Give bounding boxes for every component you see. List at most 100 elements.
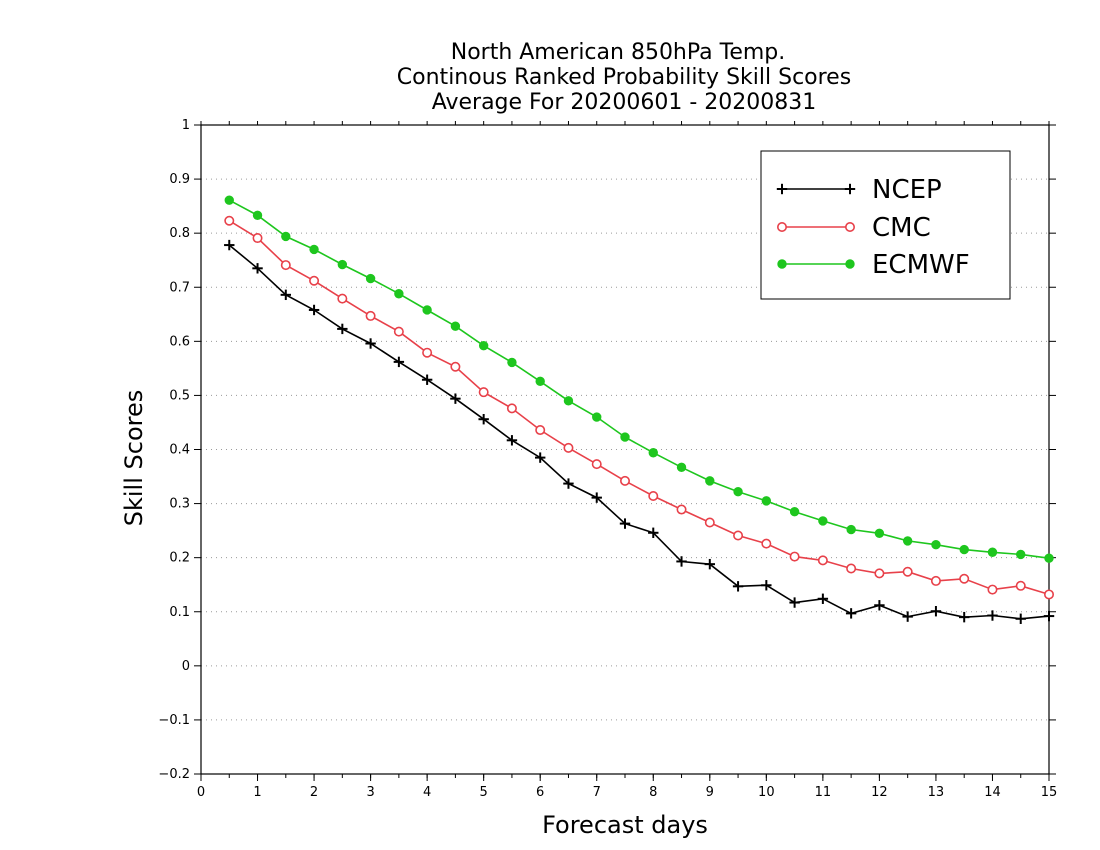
data-point-marker [620, 432, 630, 442]
data-point-marker [535, 425, 546, 436]
y-axis-label: Skill Scores [120, 390, 148, 527]
data-point-marker [563, 396, 574, 406]
x-tick-label: 6 [536, 785, 544, 800]
data-point-marker [252, 210, 263, 221]
data-point-marker [280, 260, 291, 271]
data-point-marker [394, 289, 404, 299]
x-tick-label: 10 [758, 785, 775, 800]
chart-title-line-3: Average For 20200601 - 20200831 [432, 90, 817, 115]
series-ecmwf [224, 195, 1054, 563]
data-point-marker [478, 387, 489, 398]
data-point-marker [902, 566, 913, 577]
data-point-marker [535, 376, 545, 387]
legend-entry-ncep: NCEP [776, 175, 942, 205]
legend-entry-ecmwf: ECMWF [777, 250, 970, 280]
data-point-marker [1044, 589, 1055, 600]
data-point-marker [393, 326, 404, 337]
data-point-marker [761, 496, 772, 506]
data-point-marker [676, 462, 687, 473]
x-tick-label: 11 [815, 785, 832, 800]
x-tick-label: 8 [649, 785, 657, 800]
data-point-marker [1016, 549, 1026, 560]
x-tick-label: 15 [1041, 785, 1058, 800]
data-point-marker [676, 504, 687, 515]
data-point-marker [648, 448, 658, 458]
y-tick-label: 0.5 [169, 388, 190, 403]
y-tick-label: 0.9 [169, 172, 190, 187]
data-point-marker [1015, 580, 1026, 591]
data-point-marker [591, 459, 602, 470]
data-point-marker [309, 244, 319, 255]
legend-box [760, 150, 1011, 300]
data-point-marker [874, 528, 885, 539]
data-point-marker [789, 506, 800, 517]
data-point-marker [761, 538, 772, 549]
data-point-marker [507, 357, 517, 368]
series-line [228, 244, 1050, 620]
x-tick-label: 7 [593, 785, 601, 800]
series-line [228, 199, 1050, 559]
y-tick-label: 0.1 [169, 605, 190, 620]
legend-label: NCEP [872, 175, 942, 205]
data-point-marker [959, 573, 970, 584]
y-tick-label: 0.4 [169, 443, 190, 458]
x-tick-label: 1 [253, 785, 261, 800]
data-point-marker [818, 516, 828, 526]
data-point-marker [478, 340, 489, 351]
y-tick-label: 1 [182, 118, 190, 133]
y-tick-label: 0 [182, 659, 190, 674]
data-point-marker [252, 233, 263, 244]
data-point-marker [776, 222, 787, 233]
data-point-marker [817, 555, 828, 566]
legend-entry-cmc: CMC [776, 213, 931, 243]
y-tick-label: 0.3 [169, 497, 190, 512]
axis-ticks: −0.2−0.100.10.20.30.40.50.60.70.80.910 1 2… [158, 118, 1057, 800]
data-point-marker [337, 293, 348, 304]
data-point-marker [365, 273, 376, 284]
chart-title-line-2: Continous Ranked Probability Skill Score… [397, 65, 851, 90]
data-point-marker [733, 486, 743, 497]
legend-label: CMC [872, 213, 931, 243]
y-tick-label: 0.8 [169, 226, 190, 241]
x-tick-label: 13 [928, 785, 945, 800]
x-tick-label: 2 [310, 785, 318, 800]
data-point-marker [365, 310, 376, 321]
x-tick-label: 3 [366, 785, 374, 800]
data-point-marker [733, 530, 744, 541]
data-point-marker [224, 215, 235, 226]
data-point-marker [281, 231, 291, 242]
data-point-marker [592, 412, 602, 422]
x-tick-label: 4 [423, 785, 431, 800]
x-tick-label: 14 [984, 785, 1001, 800]
data-point-marker [704, 517, 715, 528]
data-point-marker [987, 547, 998, 557]
data-point-marker [506, 403, 517, 414]
data-point-marker [705, 476, 715, 486]
data-point-marker [845, 259, 855, 269]
data-point-marker [931, 539, 941, 550]
data-point-marker [959, 544, 969, 555]
legend: NCEP CMC ECMWF [760, 150, 1011, 300]
data-point-marker [930, 575, 941, 586]
data-point-marker [224, 195, 234, 205]
y-tick-label: −0.1 [158, 713, 190, 728]
y-tick-label: 0.2 [169, 551, 190, 566]
data-point-marker [987, 584, 998, 595]
x-tick-label: 5 [480, 785, 488, 800]
data-point-marker [874, 568, 885, 579]
data-point-marker [337, 259, 348, 270]
series-group [224, 195, 1055, 624]
x-axis-label: Forecast days [542, 811, 708, 839]
x-tick-label: 0 [197, 785, 205, 800]
data-point-marker [563, 442, 574, 453]
data-point-marker [619, 475, 630, 486]
data-point-marker [789, 551, 800, 562]
legend-label: ECMWF [872, 250, 970, 280]
y-tick-label: −0.2 [158, 767, 190, 782]
data-point-marker [450, 321, 461, 331]
data-point-marker [844, 222, 855, 233]
chart-title-line-1: North American 850hPa Temp. [451, 40, 786, 65]
legend-entries: NCEP CMC ECMWF [776, 175, 970, 280]
data-point-marker [1044, 553, 1054, 563]
